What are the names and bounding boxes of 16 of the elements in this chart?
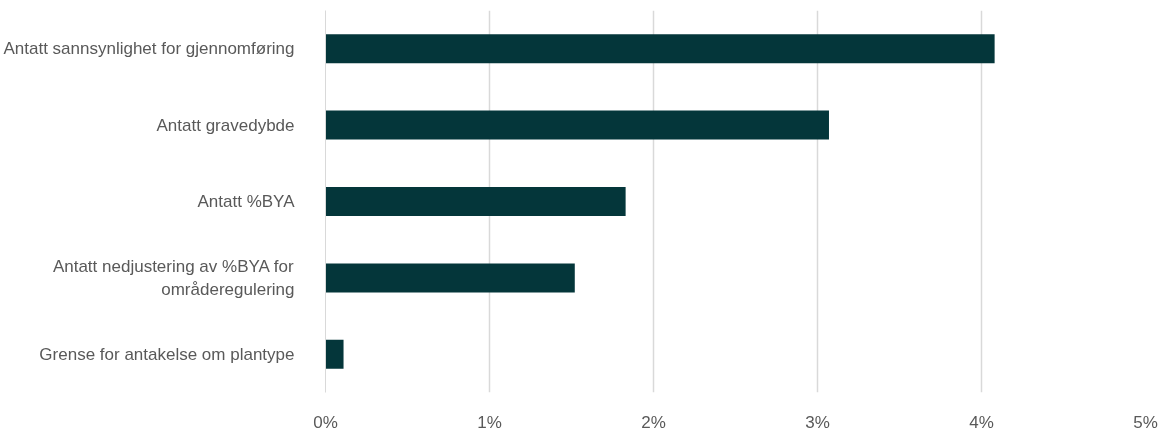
x-tick-label: 2% [641, 412, 666, 432]
x-tick-label: 0% [313, 412, 338, 432]
bar [325, 34, 995, 64]
bar [325, 339, 344, 369]
y-tick-label: Antatt gravedybde [156, 115, 295, 135]
bar [325, 110, 829, 140]
x-tick-label: 3% [805, 412, 830, 432]
y-tick-label: Grense for antakelse om plantype [39, 344, 295, 364]
x-tick-label: 4% [969, 412, 994, 432]
y-tick-label: Antatt %BYA [197, 192, 296, 211]
x-tick-label: 5% [1133, 412, 1158, 432]
bar [325, 263, 575, 293]
x-tick-label: 1% [477, 412, 502, 432]
bar [325, 186, 626, 217]
y-tick-label: Antatt sannsynlighet for gjennomføring [3, 39, 295, 59]
y-tick-label: Antatt nedjustering av %BYA for områderegulering [52, 257, 295, 299]
